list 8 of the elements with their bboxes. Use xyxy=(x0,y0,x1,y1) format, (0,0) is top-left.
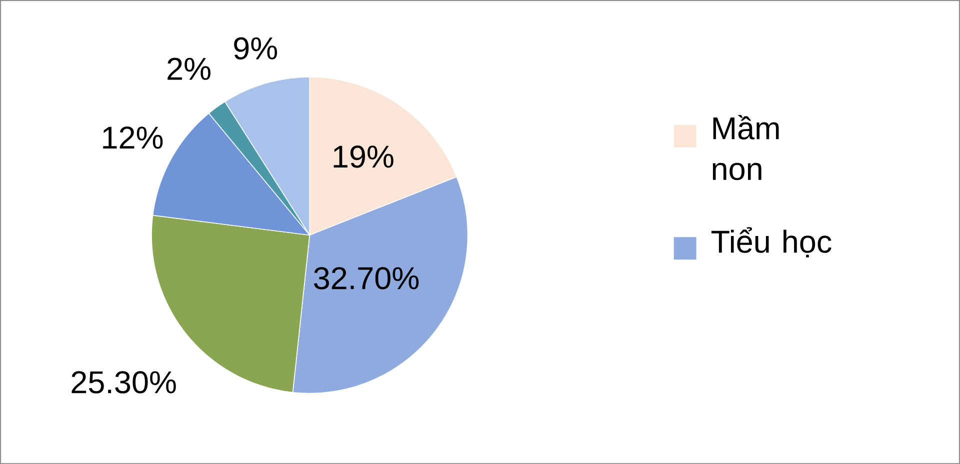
data-label: 19% xyxy=(334,145,394,168)
data-label: 2% xyxy=(168,58,210,80)
legend-label: Tiểu học xyxy=(711,227,832,258)
data-label: 12% xyxy=(103,126,163,149)
data-label: 32.70% xyxy=(314,266,419,290)
legend-label: Mầm non xyxy=(712,114,779,180)
data-label: 9% xyxy=(234,37,278,60)
data-label: 25.30% xyxy=(72,371,176,394)
